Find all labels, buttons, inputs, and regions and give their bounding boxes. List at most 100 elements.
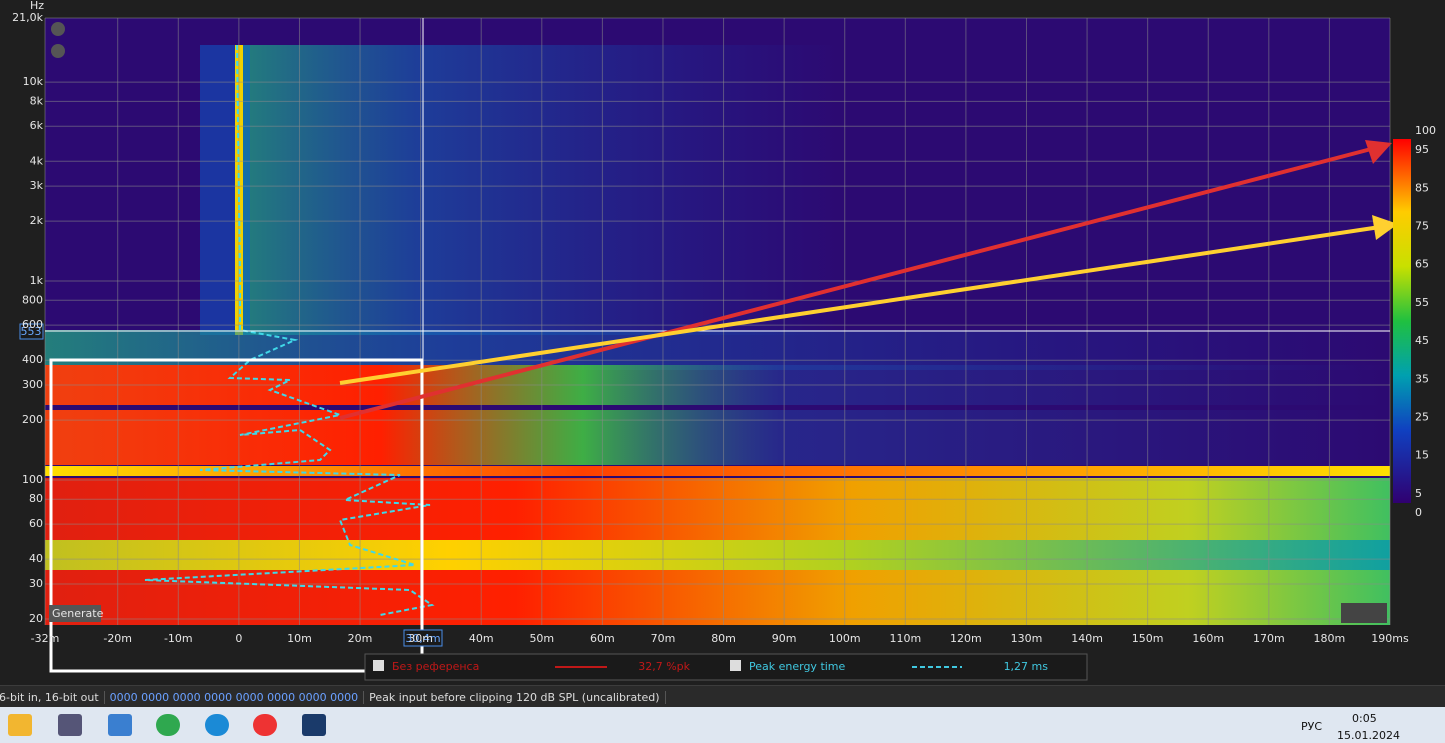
heat-100 bbox=[45, 466, 1390, 476]
yandex-icon[interactable] bbox=[253, 714, 277, 736]
colorbar-label: 25 bbox=[1415, 411, 1429, 424]
y-tick-label: 21,0k bbox=[12, 11, 43, 24]
arrow-red bbox=[339, 146, 1376, 420]
peak-energy-curve bbox=[144, 44, 435, 616]
app-icon[interactable] bbox=[58, 714, 82, 736]
heat-upper bbox=[240, 45, 840, 335]
y-tick-label: 40 bbox=[29, 552, 43, 565]
chrome-icon[interactable] bbox=[156, 714, 180, 736]
colorbar-label: 5 bbox=[1415, 487, 1422, 500]
x-tick-label: 70m bbox=[651, 632, 676, 645]
zoom-out[interactable] bbox=[51, 44, 65, 58]
generate-label: Generate bbox=[52, 607, 104, 620]
y-tick-label: 10k bbox=[23, 75, 44, 88]
generate-button[interactable] bbox=[49, 605, 101, 622]
x-tick-label: 40m bbox=[469, 632, 494, 645]
x-tick-label: 10m bbox=[287, 632, 312, 645]
heat-200 bbox=[45, 410, 1390, 465]
rew-icon[interactable] bbox=[302, 714, 326, 736]
arrow-red-head bbox=[1365, 140, 1392, 164]
colorbar-label: 0 bbox=[1415, 506, 1422, 519]
x-tick-label: 100m bbox=[829, 632, 861, 645]
x-tick-label: 20m bbox=[348, 632, 373, 645]
y-tick-label: 1k bbox=[30, 274, 44, 287]
x-tick-label: 140m bbox=[1071, 632, 1103, 645]
app-icon[interactable] bbox=[205, 714, 229, 736]
highlight-box bbox=[49, 358, 424, 673]
heat-20 bbox=[45, 598, 1390, 625]
x-tick-label: 50m bbox=[529, 632, 554, 645]
x-tick-label: 80m bbox=[711, 632, 736, 645]
cursor-time: 30,4m bbox=[405, 632, 440, 645]
y-tick-label: 300 bbox=[22, 378, 43, 391]
x-tick-label: 130m bbox=[1011, 632, 1043, 645]
tray-date[interactable]: 15.01.2024 bbox=[1337, 729, 1400, 742]
y-tick-label: 80 bbox=[29, 492, 43, 505]
x-tick-label: 0 bbox=[235, 632, 242, 645]
cursor-time-box bbox=[403, 629, 443, 647]
status-meter: 0000 0000 0000 0000 0000 0000 0000 0000 bbox=[105, 690, 365, 704]
y-tick-label: 6k bbox=[30, 119, 44, 132]
taskbar: РУС 0:05 15.01.2024 bbox=[0, 707, 1445, 743]
x-tick-label: 30m bbox=[408, 632, 433, 645]
x-tick-label: 170m bbox=[1253, 632, 1285, 645]
legend-name-1: Без референса bbox=[392, 660, 479, 673]
y-tick-label: 30 bbox=[29, 577, 43, 590]
app-icon[interactable] bbox=[108, 714, 132, 736]
colorbar-label: 65 bbox=[1415, 258, 1429, 271]
y-tick-label: 200 bbox=[22, 413, 43, 426]
heat-60 bbox=[45, 478, 1390, 540]
x-tick-label: 120m bbox=[950, 632, 982, 645]
y-tick-label: 600 bbox=[22, 318, 43, 331]
y-tick-label: 400 bbox=[22, 353, 43, 366]
colorbar-label: 35 bbox=[1415, 372, 1429, 385]
legend-value-1: 32,7 %pk bbox=[638, 660, 690, 673]
x-tick-label: -10m bbox=[164, 632, 193, 645]
y-tick-label: 20 bbox=[29, 612, 43, 625]
zoom-in[interactable] bbox=[51, 22, 65, 36]
colorbar-label: 15 bbox=[1415, 449, 1429, 462]
y-tick-label: 800 bbox=[22, 293, 43, 306]
colorbar-label: 100 bbox=[1415, 124, 1436, 137]
x-tick-label: -20m bbox=[103, 632, 132, 645]
cursor-freq-box bbox=[19, 323, 44, 340]
y-tick-label: 2k bbox=[30, 214, 44, 227]
x-tick-label: 60m bbox=[590, 632, 615, 645]
y-tick-label: 3k bbox=[30, 179, 44, 192]
arrow-yellow-head bbox=[1372, 215, 1398, 240]
zoom-controls[interactable] bbox=[1341, 603, 1387, 623]
colorbar-label: 85 bbox=[1415, 181, 1429, 194]
heat-mid bbox=[45, 330, 1390, 370]
arrow-yellow bbox=[339, 225, 1381, 385]
tray-time[interactable]: 0:05 bbox=[1352, 712, 1377, 725]
explorer-icon[interactable] bbox=[8, 714, 32, 736]
spectrogram-panel: Generate Hz 553 30,4m Без референса 32,7… bbox=[12, 0, 1436, 681]
y-tick-label: 8k bbox=[30, 94, 44, 107]
y-tick-label: 100 bbox=[22, 473, 43, 486]
heat-40 bbox=[45, 540, 1390, 570]
x-tick-label: 160m bbox=[1192, 632, 1224, 645]
legend-name-2: Peak energy time bbox=[749, 660, 846, 673]
legend-check-1[interactable] bbox=[373, 660, 384, 671]
x-tick-label: 150m bbox=[1132, 632, 1164, 645]
x-tick-label: -32m bbox=[31, 632, 60, 645]
status-clip: Peak input before clipping 120 dB SPL (u… bbox=[364, 690, 666, 704]
colorbar-label: 55 bbox=[1415, 296, 1429, 309]
status-format: 6-bit in, 16-bit out bbox=[0, 690, 105, 704]
x-tick-label: 90m bbox=[772, 632, 797, 645]
colorbar-label: 45 bbox=[1415, 334, 1429, 347]
status-bar: 6-bit in, 16-bit out 0000 0000 0000 0000… bbox=[0, 685, 1445, 708]
colorbar-label: 75 bbox=[1415, 220, 1429, 233]
x-tick-label: 190ms bbox=[1371, 632, 1409, 645]
x-tick-label: 180m bbox=[1314, 632, 1346, 645]
legend-check-2[interactable] bbox=[730, 660, 741, 671]
cursor-freq: 553 bbox=[21, 325, 42, 338]
colorbar bbox=[1393, 139, 1411, 503]
y-unit: Hz bbox=[30, 0, 44, 12]
y-tick-label: 60 bbox=[29, 517, 43, 530]
legend-value-2: 1,27 ms bbox=[1004, 660, 1049, 673]
tray-lang[interactable]: РУС bbox=[1301, 720, 1323, 733]
colorbar-label: 95 bbox=[1415, 143, 1429, 156]
y-tick-label: 4k bbox=[30, 154, 44, 167]
